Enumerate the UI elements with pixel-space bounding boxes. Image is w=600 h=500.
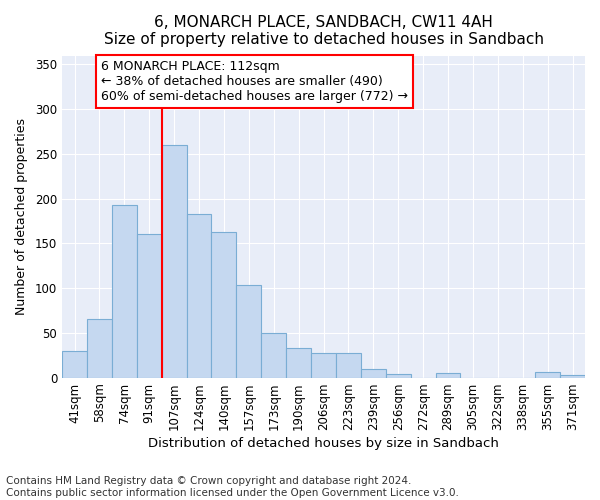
- Bar: [87, 320, 112, 378]
- X-axis label: Distribution of detached houses by size in Sandbach: Distribution of detached houses by size …: [148, 437, 499, 450]
- Title: 6, MONARCH PLACE, SANDBACH, CW11 4AH
Size of property relative to detached house: 6, MONARCH PLACE, SANDBACH, CW11 4AH Siz…: [104, 15, 544, 48]
- Bar: [535, 372, 560, 378]
- Y-axis label: Number of detached properties: Number of detached properties: [15, 118, 28, 315]
- Bar: [62, 350, 87, 378]
- Bar: [261, 333, 286, 378]
- Bar: [286, 348, 311, 378]
- Bar: [236, 286, 261, 378]
- Bar: [560, 375, 585, 378]
- Bar: [211, 232, 236, 378]
- Text: Contains HM Land Registry data © Crown copyright and database right 2024.
Contai: Contains HM Land Registry data © Crown c…: [6, 476, 459, 498]
- Bar: [311, 352, 336, 378]
- Bar: [361, 368, 386, 378]
- Bar: [137, 234, 161, 378]
- Bar: [112, 205, 137, 378]
- Bar: [187, 214, 211, 378]
- Bar: [161, 145, 187, 378]
- Bar: [436, 373, 460, 378]
- Bar: [386, 374, 410, 378]
- Bar: [336, 352, 361, 378]
- Text: 6 MONARCH PLACE: 112sqm
← 38% of detached houses are smaller (490)
60% of semi-d: 6 MONARCH PLACE: 112sqm ← 38% of detache…: [101, 60, 408, 104]
